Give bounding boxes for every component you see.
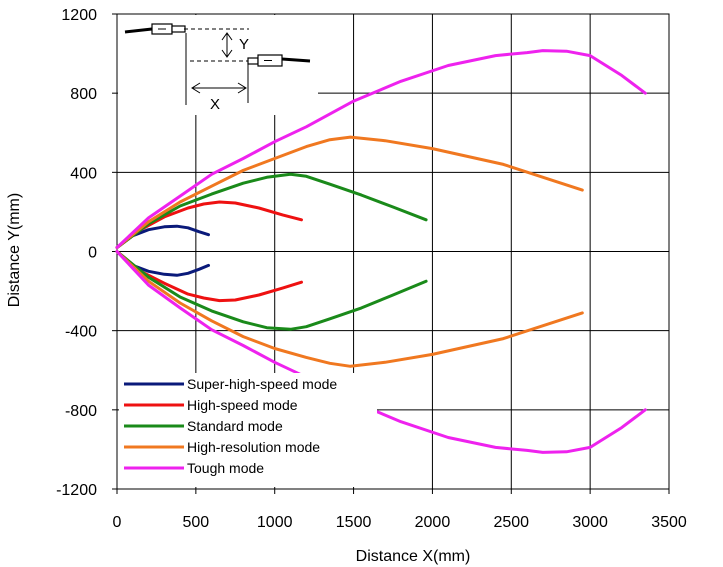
x-tick-label: 1000 bbox=[257, 514, 293, 531]
x-tick-label: 1500 bbox=[336, 514, 372, 531]
upper-cable bbox=[124, 27, 153, 34]
y-tick-label: -400 bbox=[65, 324, 97, 341]
x-tick-label: 3500 bbox=[651, 514, 687, 531]
x-dimension-arrow-right bbox=[237, 82, 247, 94]
inset-background bbox=[118, 15, 318, 115]
x-tick-label: 500 bbox=[183, 514, 210, 531]
series-line-lower bbox=[115, 250, 647, 454]
y-tick-label: 0 bbox=[88, 245, 97, 262]
legend-label: Standard mode bbox=[187, 418, 283, 434]
series-line-upper bbox=[115, 135, 584, 249]
y-tick-label: -1200 bbox=[56, 482, 97, 499]
x-dimension-arrow-left bbox=[191, 82, 201, 94]
x-tick-label: 0 bbox=[113, 514, 122, 531]
y-tick-label: -800 bbox=[65, 403, 97, 420]
axis-labels: Distance X(mm) Distance Y(mm) bbox=[6, 193, 470, 565]
y-axis-title: Distance Y(mm) bbox=[6, 193, 23, 307]
axes: 0 500 1000 1500 2000 2500 3000 350012008004000-… bbox=[56, 7, 687, 531]
x-axis-title: Distance X(mm) bbox=[356, 548, 471, 565]
inset-x-label: X bbox=[210, 96, 220, 113]
legend-label: High-speed mode bbox=[187, 397, 298, 413]
series-line-lower bbox=[115, 250, 428, 331]
y-tick-label: 400 bbox=[70, 165, 97, 182]
series-line-lower bbox=[115, 250, 584, 368]
x-tick-label: 3000 bbox=[572, 514, 608, 531]
inset-diagram: YX bbox=[118, 15, 318, 115]
legend-label: Super-high-speed mode bbox=[187, 376, 337, 392]
upper-sensor-tip bbox=[171, 25, 186, 33]
legend: Super-high-speed mode High-speed mode Stan… bbox=[119, 373, 377, 487]
y-dimension-arrow-down bbox=[221, 49, 233, 58]
series-line-upper bbox=[115, 49, 647, 249]
y-dimension-arrow-up bbox=[221, 32, 233, 41]
y-tick-label: 1200 bbox=[61, 7, 97, 24]
series-line-upper bbox=[115, 200, 303, 249]
series-line-upper bbox=[115, 172, 428, 249]
legend-label: High-resolution mode bbox=[187, 439, 320, 455]
lower-sensor-tip bbox=[247, 57, 259, 65]
y-tick-label: 800 bbox=[70, 86, 97, 103]
legend-label: Tough mode bbox=[187, 460, 264, 476]
lower-cable bbox=[281, 57, 311, 63]
x-tick-label: 2500 bbox=[493, 514, 529, 531]
series-line-lower bbox=[115, 250, 303, 303]
series-lines bbox=[115, 49, 647, 454]
x-tick-label: 2000 bbox=[415, 514, 451, 531]
inset-y-label: Y bbox=[239, 36, 249, 53]
